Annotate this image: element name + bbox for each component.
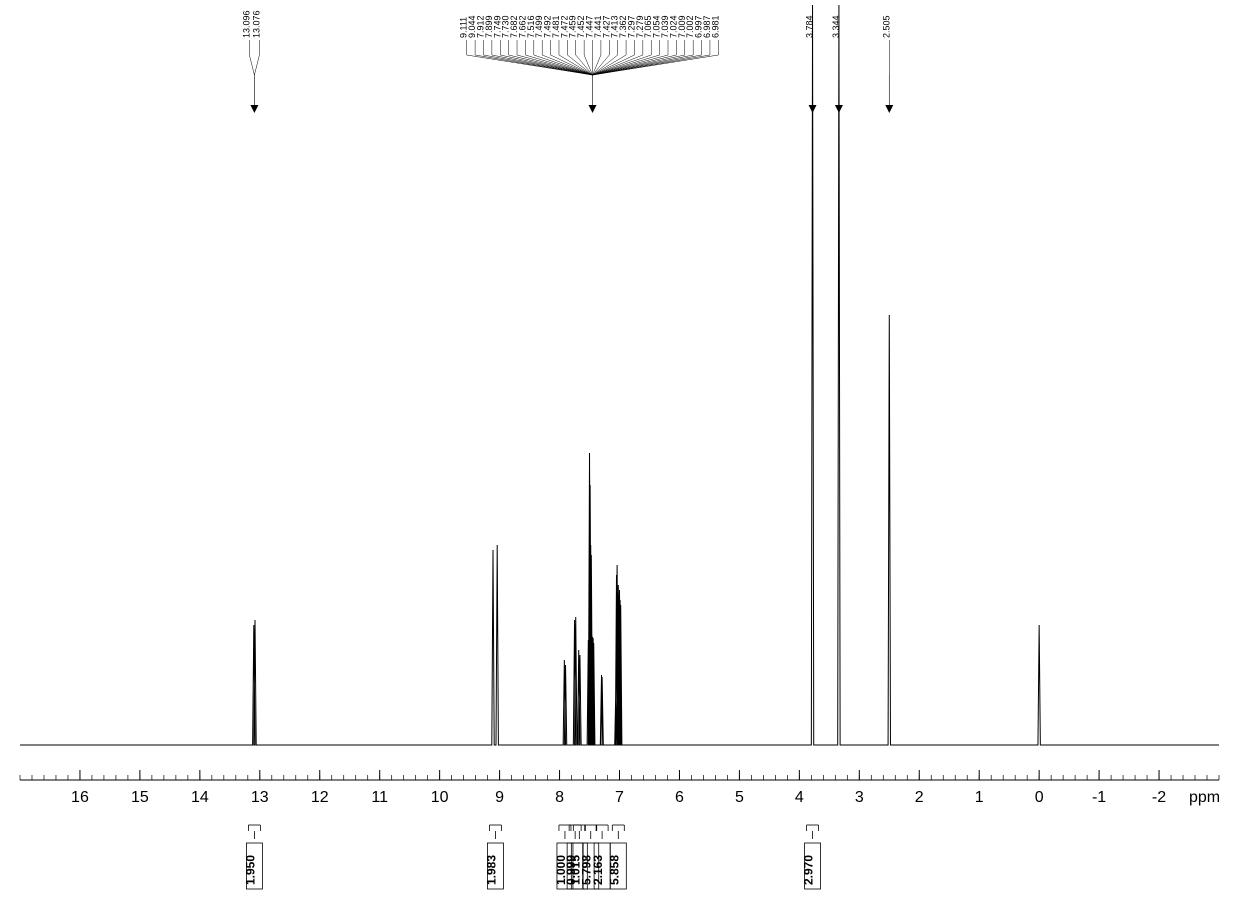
peak-label-connector (249, 55, 254, 75)
tick-label: 13 (251, 789, 269, 806)
peak-ppm-label: 13.096 (241, 10, 251, 38)
peak-label-connector (500, 55, 592, 75)
tick-label: 5 (735, 789, 744, 806)
peak-label-tip (809, 105, 817, 113)
tick-label: 11 (371, 789, 388, 806)
tick-label: 2 (915, 789, 924, 806)
peak-label-connector (551, 55, 593, 75)
integral-value: 2.970 (802, 855, 816, 885)
tick-label: 0 (1035, 789, 1044, 806)
tick-label: 6 (675, 789, 684, 806)
peak-label-tip (589, 105, 597, 113)
peak-ppm-label: 6.981 (710, 15, 720, 38)
peak-label-connector (593, 55, 635, 75)
integral-value: 1.950 (243, 855, 257, 885)
axis-unit: ppm (1189, 789, 1220, 806)
peak-label-connector (525, 55, 592, 75)
peak-label-connector (593, 55, 719, 75)
integral-value: 5.858 (607, 855, 621, 885)
peak-label-tip (835, 105, 843, 113)
tick-label: 16 (71, 789, 89, 806)
tick-label: 3 (855, 789, 864, 806)
tick-label: 7 (615, 789, 624, 806)
integral-value: 1.983 (484, 855, 498, 885)
peak-ppm-label: 2.505 (881, 15, 891, 38)
peak-label-connector (254, 55, 259, 75)
peak-ppm-label: 13.076 (251, 10, 261, 38)
nmr-spectrum: 161514131211109876543210-1-2ppm13.09613.… (0, 0, 1239, 922)
tick-label: 1 (975, 789, 984, 806)
peak-label-tip (885, 105, 893, 113)
spectrum-trace (20, 5, 1219, 745)
tick-label: -2 (1152, 789, 1166, 806)
tick-label: 14 (191, 789, 209, 806)
tick-label: 9 (495, 789, 504, 806)
tick-label: 8 (555, 789, 564, 806)
peak-label-tip (250, 105, 258, 113)
peak-ppm-label: 3.344 (831, 15, 841, 38)
tick-label: -1 (1092, 789, 1106, 806)
tick-label: 12 (311, 789, 329, 806)
integral-value: 2.163 (591, 855, 605, 885)
peak-label-connector (593, 55, 660, 75)
peak-ppm-label: 3.784 (805, 15, 815, 38)
tick-label: 10 (431, 789, 449, 806)
tick-label: 4 (795, 789, 804, 806)
tick-label: 15 (131, 789, 149, 806)
